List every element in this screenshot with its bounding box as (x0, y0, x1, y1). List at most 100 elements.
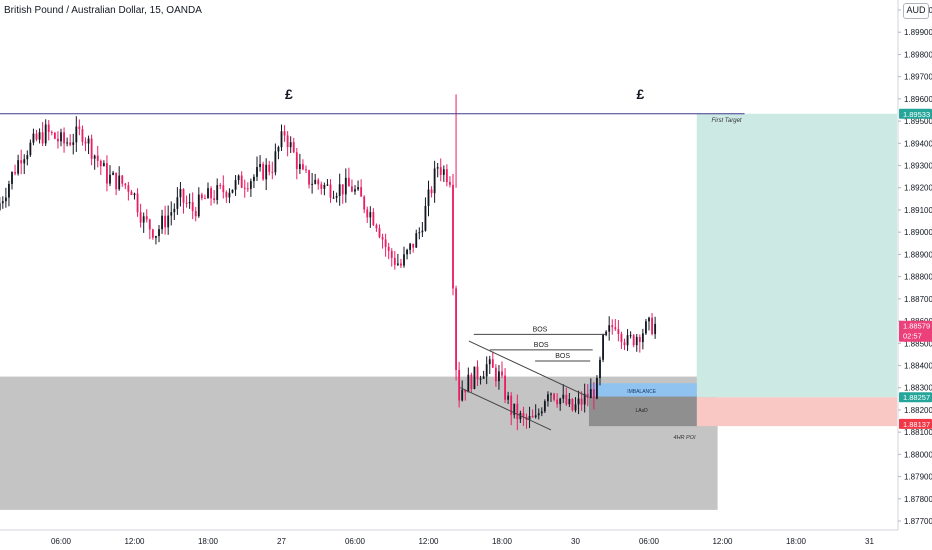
candle-body (571, 398, 574, 411)
price-tick-label: 1.88000 (904, 450, 932, 459)
candle-body (93, 155, 96, 159)
bos-label: BOS (555, 353, 570, 360)
candle-body (501, 371, 503, 376)
candle-body (510, 395, 513, 415)
candle-body (29, 142, 32, 156)
target-zone (696, 113, 897, 398)
candle-body (213, 198, 216, 201)
candle-body (69, 142, 72, 145)
price-tick-label: 1.89900 (904, 28, 932, 37)
candle-body (182, 189, 185, 203)
candle-body (473, 366, 476, 389)
candle-body (375, 225, 378, 229)
pound-marker: £ (285, 86, 293, 102)
price-tick-label: 1.87700 (904, 517, 932, 526)
candle-body (96, 155, 99, 161)
lzdz-zone (588, 395, 697, 427)
price-tick-label: 1.89400 (904, 139, 932, 148)
candle-body (44, 124, 47, 144)
candle-body (418, 232, 421, 234)
candle-body (41, 132, 44, 144)
candle-body (305, 169, 307, 171)
candle-body (243, 187, 246, 189)
price-tick-label: 1.88700 (904, 295, 932, 304)
time-tick-label: 06:00 (639, 537, 660, 546)
candle-body (231, 189, 234, 193)
candle-body (298, 164, 301, 169)
candle-body (596, 378, 598, 399)
candle-body (635, 336, 638, 346)
candle-body (400, 263, 402, 266)
candle-body (338, 184, 341, 196)
candle-body (271, 171, 274, 173)
stop-price-badge-text: 1.88137 (903, 420, 930, 429)
imbalance-zone (588, 383, 697, 397)
candle-body (38, 132, 41, 140)
candle-body (360, 187, 363, 197)
candle-body (216, 185, 219, 201)
price-tick-label: 1.89600 (904, 95, 932, 104)
price-tick-label: 1.88300 (904, 384, 932, 393)
target-price-badge-text: 1.89533 (903, 110, 930, 119)
candle-body (289, 142, 292, 148)
candle-body (185, 202, 188, 204)
candle-body (109, 174, 111, 184)
candle-body (268, 164, 271, 172)
candle-body (534, 415, 537, 418)
candle-body (491, 359, 494, 368)
candle-body (139, 212, 142, 223)
candle-body (53, 132, 56, 139)
candle-body (522, 413, 525, 417)
candle-body (617, 329, 620, 334)
price-tick-label: 1.89000 (904, 228, 932, 237)
current-price-badge (899, 320, 932, 342)
candle-body (188, 202, 191, 204)
candle-body (632, 335, 635, 346)
price-tick-label: 1.87800 (904, 495, 932, 504)
candle-body (60, 132, 62, 142)
candle-body (583, 393, 586, 405)
time-tick-label: 18:00 (492, 537, 513, 546)
candle-body (550, 393, 552, 395)
candle-body (449, 182, 451, 185)
candle-body (586, 393, 589, 399)
candle-body (329, 184, 332, 198)
time-tick-label: 18:00 (786, 537, 807, 546)
candle-body (335, 195, 338, 198)
time-tick-label: 31 (865, 537, 874, 546)
candle-body (485, 364, 488, 377)
candle-body (648, 317, 650, 322)
candle-body (614, 327, 617, 330)
candle-body (638, 336, 641, 343)
candle-body (320, 184, 323, 189)
candle-body (176, 197, 179, 209)
candle-body (467, 374, 470, 393)
bos-label: BOS (533, 326, 548, 333)
candle-body (592, 389, 595, 399)
candle-body (366, 209, 369, 218)
candle-body (115, 172, 118, 190)
time-tick-label: 06:00 (51, 537, 72, 546)
candle-body (130, 191, 133, 196)
candle-body (347, 177, 350, 187)
candle-body (197, 194, 200, 217)
candle-body (623, 342, 626, 346)
candle-body (314, 179, 317, 184)
target-price-badge (899, 108, 932, 119)
candle-body (390, 250, 393, 258)
candle-body (537, 413, 540, 416)
candle-body (210, 188, 212, 199)
candle-body (302, 164, 304, 170)
candle-body (72, 142, 75, 145)
candle-body (430, 189, 433, 194)
first-target-label: First Target (711, 118, 741, 124)
candle-body (253, 176, 255, 182)
channel-lower (460, 387, 552, 431)
currency-selector[interactable]: AUD (903, 3, 929, 19)
price-tick-label: 1.89200 (904, 184, 932, 193)
candle-body (161, 215, 163, 230)
candle-body (151, 229, 154, 238)
price-tick-label: 1.88500 (904, 339, 932, 348)
candle-body (611, 325, 614, 328)
